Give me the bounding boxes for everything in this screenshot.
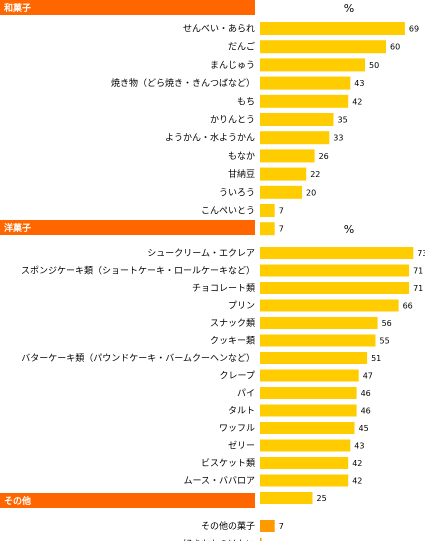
section-2-header [0,220,255,235]
section-2-bar [260,492,313,504]
section-1-category-label: もなか [228,151,255,162]
section-2-bar [260,422,355,434]
section-2-category-label: スポンジケーキ類（ショートケーキ・ロールケーキなど） [21,266,255,277]
section-2-bar [260,282,410,294]
section-2-category-label: クレープ [220,371,255,382]
section-1-value-label: 33 [333,134,343,143]
section-2-value-label: 46 [361,389,371,398]
section-1-category-label: まんじゅう [210,60,255,71]
section-2-bar [260,247,414,259]
section-2-category-label: タルト [228,406,255,417]
section-1-category-label: もち [237,96,255,107]
section-2-category-label: プリン [228,301,255,312]
section-2-category-label: ビスケット類 [201,458,255,469]
section-2-value-label: 42 [352,477,362,486]
section-1-bar [260,22,405,35]
section-2-bar [260,334,376,347]
section-3-title: その他 [4,495,31,507]
section-1-value-label: 69 [409,25,419,34]
section-1-value-label: 7 [279,225,284,234]
section-1-value-label: 7 [279,207,284,216]
section-1-bar [260,167,307,181]
section-2-bar [260,457,349,469]
section-2-category-label: バターケーキ類（パウンドケーキ・バームクーヘンなど） [21,353,255,364]
section-2-value-label: 51 [371,354,381,363]
section-2-category-label: チョコレート類 [192,283,255,294]
section-1-category-label: かりんとう [210,115,255,126]
section-2-bar [260,369,359,382]
section-2-category-label: パイ [237,388,255,399]
section-3-category-label: 好きなものはない [183,538,255,541]
section-2-value-label: 43 [354,442,364,451]
section-1-bar [260,204,275,217]
section-1-header [0,0,255,15]
section-2-value-label: 73 [417,249,425,258]
section-1-bar [260,113,334,126]
section-1-value-label: 42 [352,97,362,106]
section-2-value-label: 71 [413,267,423,276]
section-2-value-label: 42 [352,459,362,468]
section-2-category-label: ワッフル [219,424,255,434]
section-2-value-label: 66 [403,302,413,311]
section-2-value-label: 56 [382,319,392,328]
section-2-value-label: 45 [359,424,369,433]
section-2-value-label: 47 [363,372,373,381]
section-1-category-label: だんご [228,41,255,53]
section-1-bar [260,149,315,163]
section-1-value-label: 50 [369,61,379,70]
section-2-category-label: クッキー類 [210,336,255,347]
section-1-value-label: 20 [306,188,316,197]
section-2-category-label: ムース・ババロア [183,476,255,487]
section-1-category-label: ういろう [219,187,255,198]
section-1-title: 和菓子 [3,2,31,14]
section-2-bar [260,387,357,399]
section-1-category-label: 甘納豆 [228,168,255,180]
section-1-value-label: 22 [310,170,320,179]
section-1-unit: % [344,2,354,15]
section-2-bar [260,439,351,452]
section-1-bar [260,131,330,145]
section-2-bar [260,352,368,364]
section-2-value-label: 55 [380,337,390,346]
section-1-bar [260,58,365,72]
section-2-bar [260,404,357,417]
section-1-category-label: ようかん・水ようかん [165,132,255,144]
section-2-category-label: シュークリーム・エクレア [147,248,255,259]
section-2-value-label: 71 [413,284,423,293]
section-1-bar [260,40,386,54]
section-2-category-label: ゼリー [228,440,255,452]
section-1-category-label: こんぺいとう [201,206,255,217]
section-2-bar [260,299,399,312]
section-1-category-label: せんべい・あられ [183,24,255,35]
section-1-bar [260,185,302,199]
section-2-bar [260,474,349,487]
section-2-bar [260,317,378,329]
section-1-bar [260,94,349,108]
section-3-value-label: 7 [279,522,284,531]
section-2-title: 洋菓子 [4,222,31,234]
section-3-category-label: その他の菓子 [201,520,255,532]
section-3-bar [260,538,262,541]
section-3-header [0,493,255,508]
section-2-bar [260,264,410,277]
section-1-category-label: 焼き物（どら焼き・きんつばなど） [111,77,255,89]
section-1-value-label: 43 [354,79,364,88]
section-1-value-label: 35 [338,116,348,125]
section-1-bar [260,222,275,236]
section-1-value-label: 26 [319,152,329,161]
section-2-category-label: スナック類 [210,318,255,329]
section-2-value-label: 25 [317,494,327,503]
section-1-bar [260,76,351,90]
section-2-value-label: 46 [361,407,371,416]
section-1-value-label: 60 [390,43,400,52]
section-2-unit: % [344,223,354,236]
section-3-bar [260,520,275,532]
